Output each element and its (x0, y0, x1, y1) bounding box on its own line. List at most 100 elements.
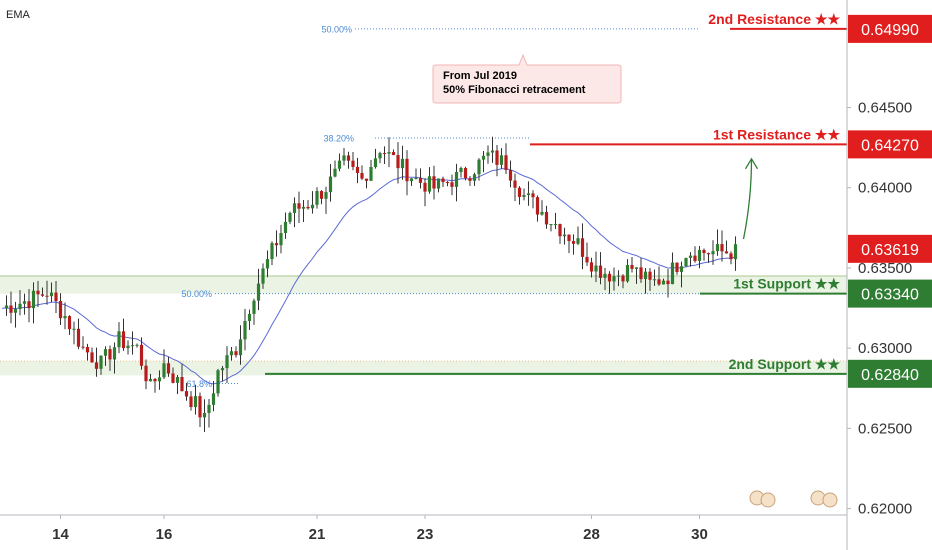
candle (459, 166, 463, 178)
candle-body (616, 275, 621, 277)
candle-body (364, 178, 369, 181)
candle (679, 261, 684, 288)
event-markers (749, 490, 838, 508)
candle-body (720, 244, 724, 252)
candle-body (423, 182, 427, 192)
candle (684, 257, 688, 267)
candle (45, 280, 49, 305)
candle (337, 153, 342, 172)
candle-body (319, 191, 324, 199)
candle-body (391, 152, 396, 156)
candle (207, 398, 211, 428)
candle-body (67, 316, 72, 330)
price-tag (848, 234, 932, 263)
candle-body (612, 276, 616, 282)
candle (441, 176, 445, 188)
candle-body (729, 253, 733, 260)
candle-body (445, 182, 450, 184)
candle (162, 349, 166, 379)
candle-body (171, 373, 175, 383)
candle-body (144, 365, 148, 382)
candle-body (436, 178, 441, 189)
level-name: 1st Resistance ★★ (713, 126, 840, 142)
candle (373, 148, 378, 169)
time-axis[interactable]: 14 16 21 23 28 30 (52, 515, 708, 543)
candle (531, 190, 535, 209)
candle-body (549, 224, 553, 226)
candle (378, 151, 382, 164)
candle (229, 346, 234, 361)
candle (706, 252, 711, 263)
candle-body (27, 301, 31, 309)
candle (63, 302, 67, 330)
candle-body (481, 155, 486, 160)
candle-body (643, 271, 648, 280)
candle (508, 160, 513, 188)
candle-body (513, 180, 517, 188)
candle (697, 246, 702, 269)
candle (513, 173, 517, 202)
candle-body (405, 158, 409, 182)
candle (9, 291, 13, 324)
candle-body (535, 197, 540, 215)
candle (648, 267, 652, 291)
candle (526, 181, 531, 206)
candle-body (463, 168, 468, 179)
candle (598, 252, 603, 285)
candle-body (508, 170, 513, 181)
candle (490, 136, 495, 163)
candle-body (499, 155, 504, 165)
candle (225, 346, 229, 383)
candle-body (441, 178, 445, 183)
candle (585, 242, 589, 266)
candle-body (76, 328, 81, 347)
candle-body (166, 363, 171, 374)
y-tick-label: 0.63500 (858, 260, 912, 277)
candle-body (45, 295, 49, 297)
candle-body (684, 257, 688, 267)
candle (729, 251, 733, 265)
price-tag-label: 0.63340 (861, 287, 919, 304)
candle-body (409, 178, 414, 182)
candle (216, 368, 220, 397)
candle-body (315, 191, 319, 205)
candle (675, 262, 679, 275)
candle (522, 188, 526, 201)
candle-body (504, 155, 508, 171)
x-tick-label: 23 (417, 526, 434, 543)
candle-body (90, 352, 94, 363)
candle-body (459, 168, 463, 173)
candle-body (4, 305, 9, 309)
candle (409, 178, 414, 186)
candle (612, 267, 616, 291)
candle (346, 151, 351, 169)
candle-body (256, 283, 261, 301)
candle (454, 163, 459, 202)
candle (423, 178, 427, 207)
candle (274, 230, 279, 257)
price-tag (848, 359, 932, 388)
candle-body (472, 174, 477, 181)
candle (324, 186, 328, 214)
candle (72, 321, 76, 345)
candle-body (279, 233, 283, 246)
candle (693, 246, 697, 263)
candle-body (711, 251, 715, 255)
candle (652, 269, 657, 286)
annotation-box (432, 53, 622, 104)
x-tick-label: 16 (156, 526, 173, 543)
price-tag (848, 279, 932, 308)
candle-body (418, 178, 423, 183)
candle-body (193, 396, 198, 408)
candle-body (202, 412, 207, 418)
candle-body (112, 347, 117, 360)
candle-body (72, 328, 76, 330)
price-tag-label: 0.64990 (861, 22, 919, 39)
candle-body (207, 404, 211, 413)
price-axis[interactable]: 0.64500 0.64000 0.63500 0.63000 0.62500 0.620… (847, 99, 912, 518)
candle (414, 168, 418, 180)
candle-body (18, 303, 22, 309)
candle (450, 174, 454, 196)
candle-body (693, 255, 697, 261)
